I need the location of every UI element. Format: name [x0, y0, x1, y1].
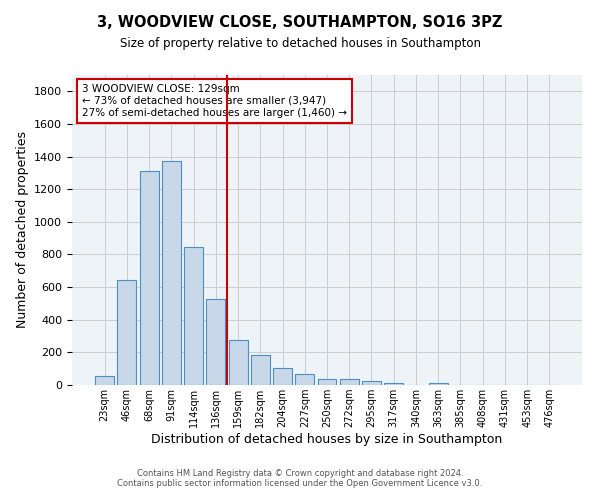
Bar: [340, 380, 359, 385]
Bar: [140, 172, 158, 385]
X-axis label: Distribution of detached houses by size in Southampton: Distribution of detached houses by size …: [151, 433, 503, 446]
Text: Contains public sector information licensed under the Open Government Licence v3: Contains public sector information licen…: [118, 478, 482, 488]
Bar: [362, 382, 381, 385]
Bar: [184, 247, 203, 385]
Bar: [251, 355, 270, 385]
Y-axis label: Number of detached properties: Number of detached properties: [16, 132, 29, 328]
Bar: [273, 368, 292, 385]
Bar: [95, 376, 114, 385]
Text: Contains HM Land Registry data © Crown copyright and database right 2024.: Contains HM Land Registry data © Crown c…: [137, 468, 463, 477]
Text: Size of property relative to detached houses in Southampton: Size of property relative to detached ho…: [119, 38, 481, 51]
Bar: [162, 160, 181, 385]
Bar: [317, 379, 337, 385]
Bar: [429, 383, 448, 385]
Bar: [206, 298, 225, 385]
Bar: [384, 384, 403, 385]
Text: 3, WOODVIEW CLOSE, SOUTHAMPTON, SO16 3PZ: 3, WOODVIEW CLOSE, SOUTHAMPTON, SO16 3PZ: [97, 15, 503, 30]
Bar: [229, 340, 248, 385]
Bar: [295, 374, 314, 385]
Bar: [118, 280, 136, 385]
Text: 3 WOODVIEW CLOSE: 129sqm
← 73% of detached houses are smaller (3,947)
27% of sem: 3 WOODVIEW CLOSE: 129sqm ← 73% of detach…: [82, 84, 347, 117]
